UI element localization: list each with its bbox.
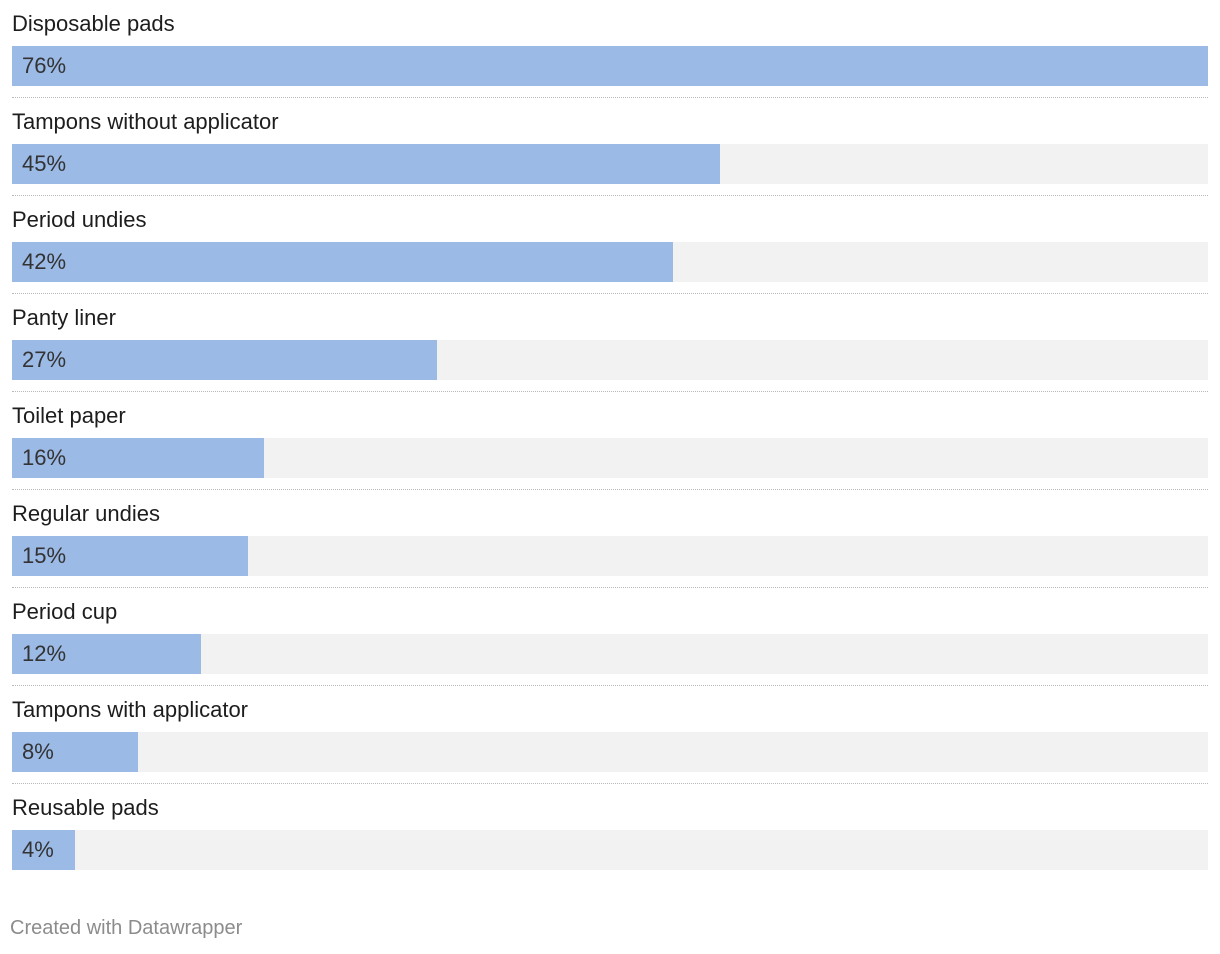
bar-track: 12% bbox=[12, 634, 1208, 674]
bar-track: 16% bbox=[12, 438, 1208, 478]
bar-row: Reusable pads 4% bbox=[12, 784, 1208, 882]
category-label: Disposable pads bbox=[12, 11, 175, 36]
value-label: 16% bbox=[22, 445, 67, 470]
bar-track: 42% bbox=[12, 242, 1208, 282]
bar-row: Regular undies 15% bbox=[12, 490, 1208, 588]
bar-chart: Disposable pads 76% Tampons without applic… bbox=[12, 0, 1208, 882]
bar-track: 45% bbox=[12, 144, 1208, 184]
bar bbox=[12, 536, 248, 576]
category-label: Panty liner bbox=[12, 305, 116, 330]
bar-row: Toilet paper 16% bbox=[12, 392, 1208, 490]
bar bbox=[12, 732, 138, 772]
bar bbox=[12, 830, 75, 870]
bar bbox=[12, 634, 201, 674]
bar-row: Tampons without applicator 45% bbox=[12, 98, 1208, 196]
value-label: 4% bbox=[22, 837, 54, 862]
bar-row: Panty liner 27% bbox=[12, 294, 1208, 392]
category-label: Toilet paper bbox=[12, 403, 126, 428]
category-label: Reusable pads bbox=[12, 795, 159, 820]
bar-track: 4% bbox=[12, 830, 1208, 870]
value-label: 42% bbox=[22, 249, 67, 274]
bar-track: 27% bbox=[12, 340, 1208, 380]
bar bbox=[12, 242, 673, 282]
value-label: 8% bbox=[22, 739, 54, 764]
bar-row: Tampons with applicator 8% bbox=[12, 686, 1208, 784]
value-label: 27% bbox=[22, 347, 67, 372]
category-label: Tampons with applicator bbox=[12, 697, 249, 722]
category-label: Regular undies bbox=[12, 501, 160, 526]
bar bbox=[12, 340, 437, 380]
category-label: Period undies bbox=[12, 207, 147, 232]
bar-track: 76% bbox=[12, 46, 1208, 86]
bar bbox=[12, 46, 1208, 86]
bar bbox=[12, 438, 264, 478]
bar-row: Disposable pads 76% bbox=[12, 0, 1208, 98]
category-label: Period cup bbox=[12, 599, 118, 624]
value-label: 15% bbox=[22, 543, 67, 568]
bar-row: Period cup 12% bbox=[12, 588, 1208, 686]
bar bbox=[12, 144, 720, 184]
value-label: 12% bbox=[22, 641, 67, 666]
category-label: Tampons without applicator bbox=[12, 109, 279, 134]
value-label: 45% bbox=[22, 151, 67, 176]
datawrapper-credit: Created with Datawrapper bbox=[10, 917, 243, 939]
value-label: 76% bbox=[22, 53, 67, 78]
bar-track: 8% bbox=[12, 732, 1208, 772]
bar-track: 15% bbox=[12, 536, 1208, 576]
bar-row: Period undies 42% bbox=[12, 196, 1208, 294]
